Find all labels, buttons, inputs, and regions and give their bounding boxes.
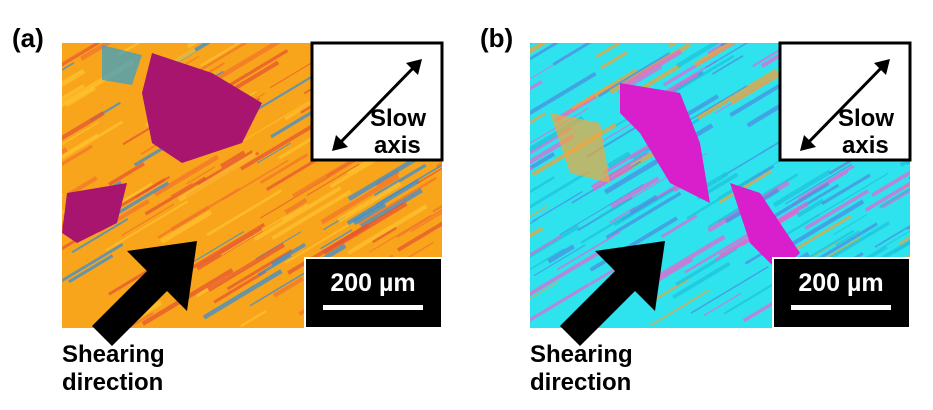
arrow-head — [874, 59, 890, 75]
panel-label: (a) — [12, 23, 44, 53]
scale-bar-label: 200 µm — [798, 269, 883, 297]
slow-axis-text: axis — [374, 132, 421, 159]
scale-bar — [323, 305, 423, 310]
slow-axis-arrow — [332, 59, 422, 151]
shear-label: direction — [530, 369, 631, 396]
shear-label: Shearing — [530, 341, 633, 368]
shear-arrow — [92, 241, 197, 346]
arrow-head — [332, 135, 348, 151]
arrow-head — [406, 59, 422, 75]
shear-label: direction — [62, 369, 163, 396]
slow-axis-text: Slow — [838, 105, 894, 132]
panel-label: (b) — [480, 23, 513, 53]
slow-axis-text: Slow — [370, 105, 426, 132]
slow-axis-arrow — [800, 59, 890, 151]
shear-label: Shearing — [62, 341, 165, 368]
scale-bar — [791, 305, 891, 310]
scale-bar-label: 200 µm — [330, 269, 415, 297]
arrow-head — [800, 135, 816, 151]
scale-bar-box — [304, 257, 443, 329]
shear-arrow — [560, 241, 665, 346]
scale-bar-box — [772, 257, 911, 329]
slow-axis-text: axis — [842, 132, 889, 159]
